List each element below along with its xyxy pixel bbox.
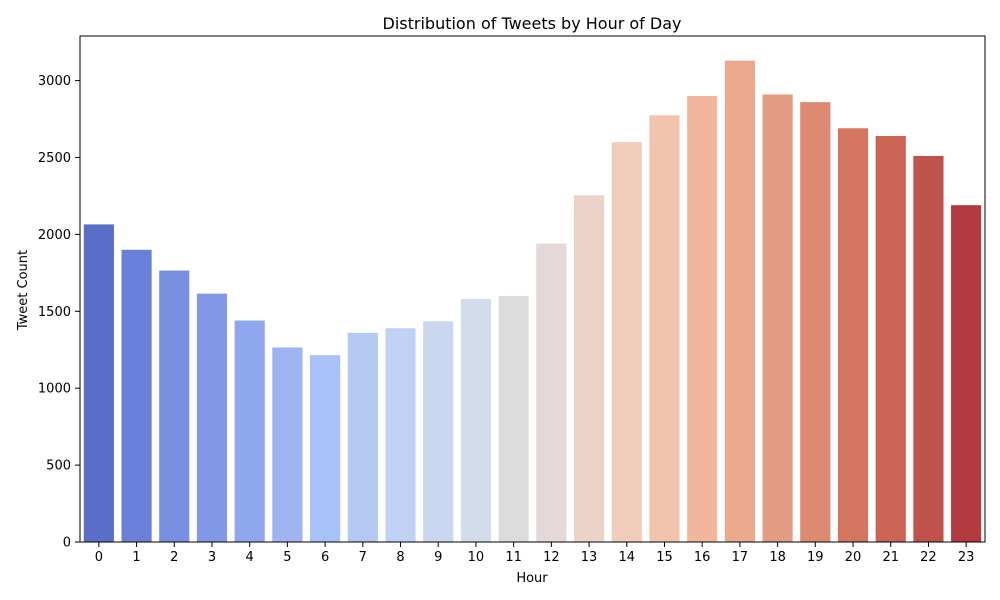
bar-hour-11 xyxy=(498,295,529,542)
bar-hour-23 xyxy=(951,205,982,543)
y-axis: 0 500 1000 1500 2000 2500 3000 xyxy=(38,74,80,551)
x-tick-label: 9 xyxy=(434,550,442,565)
bar-hour-18 xyxy=(762,94,793,542)
x-tick-label: 2 xyxy=(170,550,178,565)
bar-hour-20 xyxy=(837,128,869,542)
bar-hour-3 xyxy=(196,293,228,542)
x-tick-label: 17 xyxy=(732,550,749,565)
bar-hour-4 xyxy=(234,320,265,542)
x-axis: 0 1 2 3 4 5 6 7 8 9 10 11 12 13 14 15 16 17 18 19 20 21 22 23 xyxy=(95,542,975,565)
bar-hour-17 xyxy=(724,60,755,542)
x-tick-label: 11 xyxy=(505,550,522,565)
y-tick-label: 3000 xyxy=(38,74,71,89)
plot-frame xyxy=(79,35,986,543)
y-tick-label: 500 xyxy=(46,459,71,474)
y-tick-label: 2000 xyxy=(38,228,71,243)
bar-hour-12 xyxy=(536,243,567,542)
x-axis-title: Hour xyxy=(516,571,548,586)
bar-hour-21 xyxy=(875,135,906,542)
x-tick-label: 3 xyxy=(208,550,216,565)
x-tick-label: 20 xyxy=(845,550,862,565)
y-axis-title: Tweet Count xyxy=(16,250,31,331)
bar-hour-5 xyxy=(272,347,303,542)
bar-hour-19 xyxy=(800,102,831,543)
x-tick-label: 8 xyxy=(396,550,404,565)
x-tick-label: 15 xyxy=(656,550,673,565)
x-tick-label: 14 xyxy=(618,550,635,565)
bar-hour-7 xyxy=(347,332,378,542)
x-tick-label: 18 xyxy=(769,550,786,565)
x-tick-label: 12 xyxy=(543,550,560,565)
x-tick-label: 21 xyxy=(882,550,899,565)
bar-hour-10 xyxy=(460,298,492,542)
x-tick-label: 22 xyxy=(920,550,937,565)
bar-hour-15 xyxy=(649,115,680,542)
x-tick-label: 1 xyxy=(132,550,140,565)
x-tick-label: 16 xyxy=(694,550,711,565)
y-tick-label: 2500 xyxy=(38,151,71,166)
bar-hour-2 xyxy=(159,270,190,542)
x-tick-label: 5 xyxy=(283,550,291,565)
y-tick-label: 1500 xyxy=(38,305,71,320)
bar-hour-16 xyxy=(687,95,718,543)
x-tick-label: 0 xyxy=(95,550,103,565)
x-tick-label: 6 xyxy=(321,550,329,565)
bar-hour-6 xyxy=(310,355,341,542)
bar-hour-8 xyxy=(385,328,416,542)
bar-hour-1 xyxy=(121,249,152,542)
bar-hour-9 xyxy=(423,321,454,542)
chart-title: Distribution of Tweets by Hour of Day xyxy=(383,14,682,33)
x-tick-label: 10 xyxy=(468,550,485,565)
x-tick-label: 19 xyxy=(807,550,824,565)
x-tick-label: 4 xyxy=(246,550,254,565)
y-tick-label: 0 xyxy=(63,536,71,551)
x-tick-label: 13 xyxy=(581,550,598,565)
bar-hour-22 xyxy=(913,155,944,542)
x-tick-label: 23 xyxy=(958,550,975,565)
bar-hour-14 xyxy=(611,142,642,542)
x-tick-label: 7 xyxy=(359,550,367,565)
bar-hour-13 xyxy=(573,195,605,542)
y-tick-label: 1000 xyxy=(38,382,71,397)
bar-hour-0 xyxy=(83,224,114,543)
bars-group xyxy=(83,60,982,543)
